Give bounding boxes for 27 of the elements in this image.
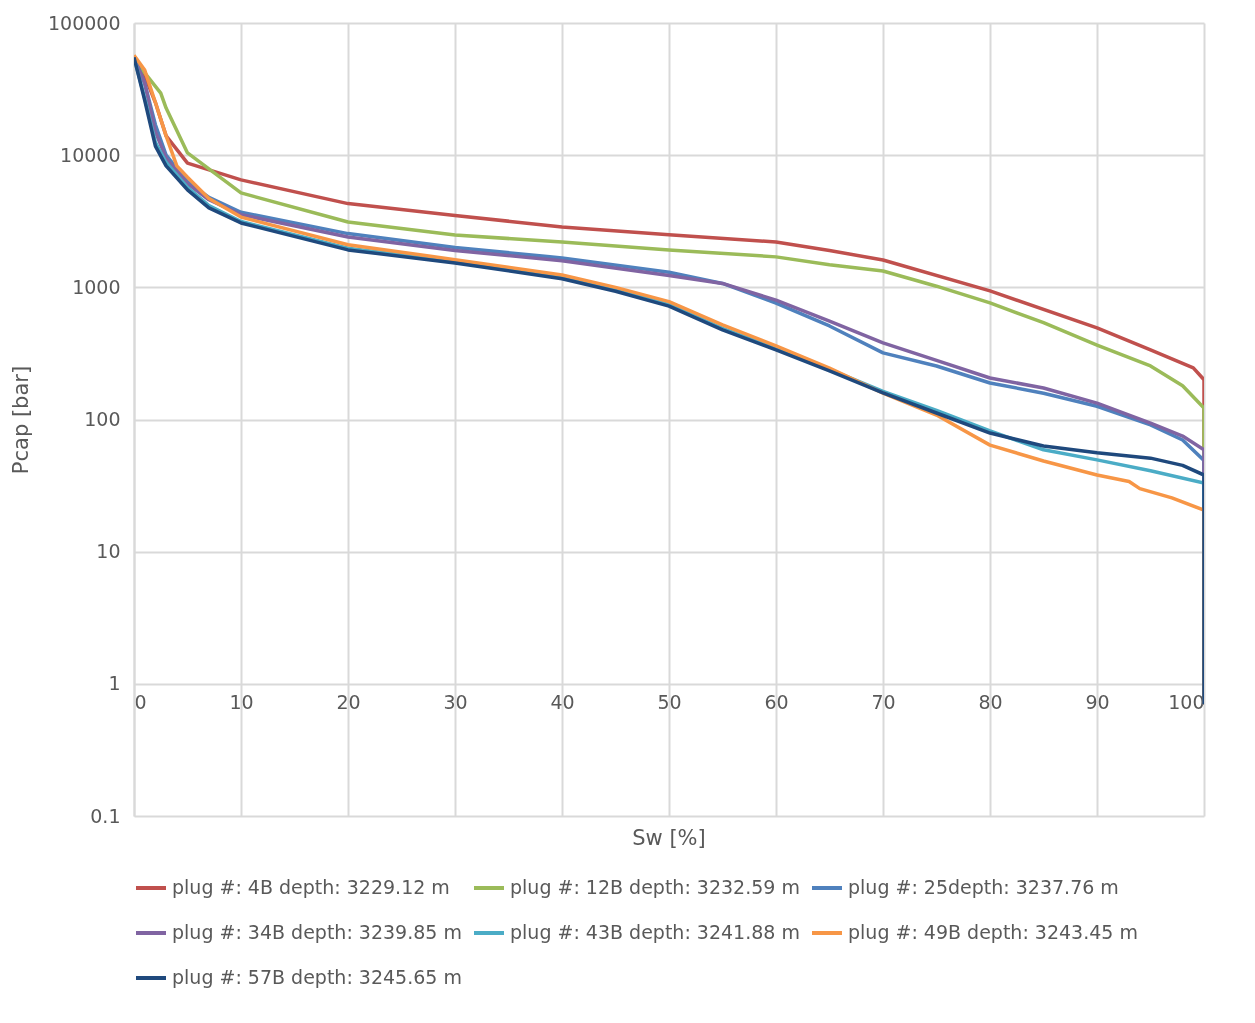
x-tick-label: 10 <box>229 691 254 714</box>
legend-label: plug #: 34B depth: 3239.85 m <box>172 921 462 943</box>
x-tick-label: 40 <box>550 691 575 714</box>
y-tick-label: 10 <box>96 540 121 563</box>
x-tick-label: 60 <box>764 691 789 714</box>
y-axis-title: Pcap [bar] <box>8 365 33 475</box>
legend-label: plug #: 49B depth: 3243.45 m <box>848 921 1138 943</box>
legend-label: plug #: 25depth: 3237.76 m <box>848 876 1119 898</box>
x-tick-label: 90 <box>1085 691 1110 714</box>
y-tick-label: 1 <box>108 672 121 695</box>
x-tick-label: 100 <box>1168 691 1205 714</box>
y-tick-label: 10000 <box>60 143 121 166</box>
legend-label: plug #: 12B depth: 3232.59 m <box>510 876 800 898</box>
y-tick-label: 1000 <box>72 275 121 298</box>
y-tick-label: 0.1 <box>90 804 121 827</box>
x-tick-label: 0 <box>134 691 147 714</box>
x-tick-label: 50 <box>657 691 682 714</box>
y-tick-label: 100 <box>84 408 121 430</box>
legend-label: plug #: 43B depth: 3241.88 m <box>510 921 800 943</box>
x-tick-label: 20 <box>336 691 361 714</box>
x-tick-label: 70 <box>871 691 896 714</box>
y-tick-label: 100000 <box>47 11 121 34</box>
legend-label: plug #: 4B depth: 3229.12 m <box>172 876 450 898</box>
x-tick-label: 30 <box>443 691 468 714</box>
x-tick-label: 80 <box>978 691 1003 714</box>
x-axis-title: Sw [%] <box>632 826 706 850</box>
legend-label: plug #: 57B depth: 3245.65 m <box>172 966 462 988</box>
